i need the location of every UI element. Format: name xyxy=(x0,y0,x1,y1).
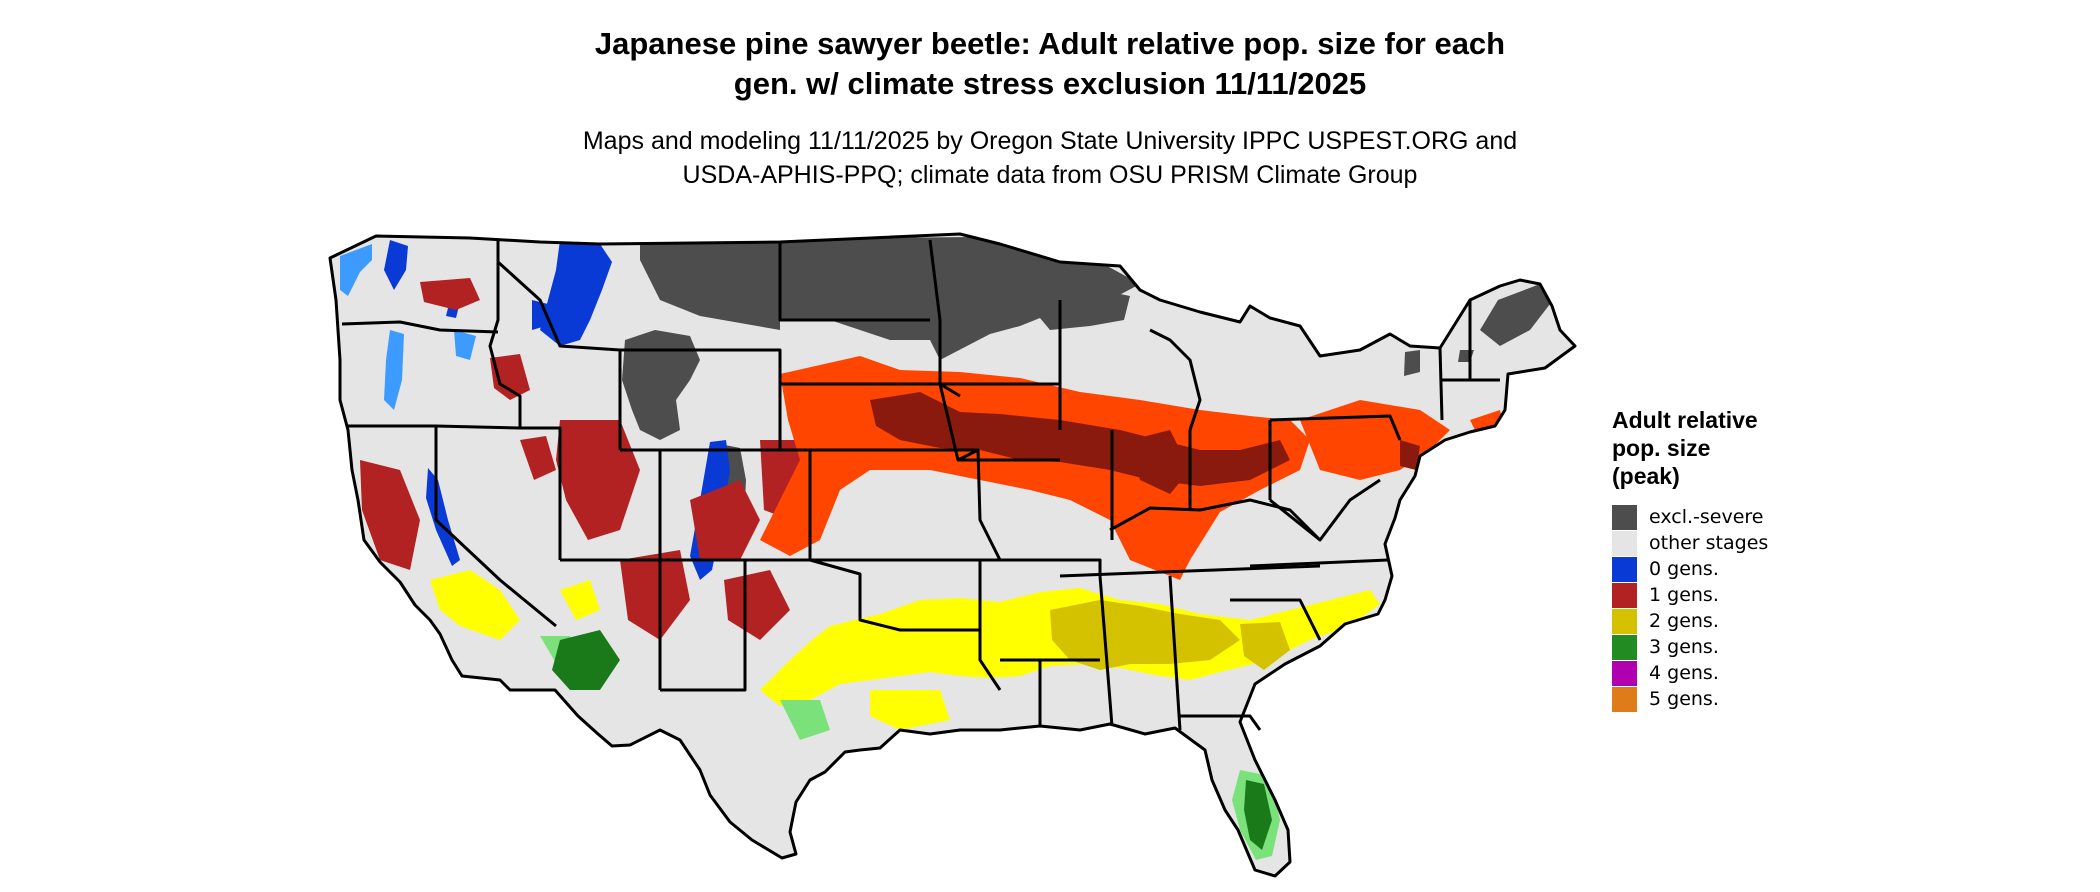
border-wy xyxy=(620,348,782,452)
legend-item-4-gens: 4 gens. xyxy=(1612,660,1768,686)
border-pa-ny xyxy=(1269,414,1402,441)
legend-label: 1 gens. xyxy=(1649,584,1719,606)
map-regions xyxy=(340,236,1550,860)
border-ny-ne xyxy=(1438,347,1444,421)
legend-label: 4 gens. xyxy=(1649,662,1719,684)
border-ia-ne xyxy=(938,383,1002,561)
one-gen-dark-regions xyxy=(870,392,1420,494)
border-id-west xyxy=(488,240,522,428)
legend-item-excl-severe: excl.-severe xyxy=(1612,504,1768,530)
legend-title-line-2: pop. size xyxy=(1612,435,1711,461)
legend-item-other-stages: other stages xyxy=(1612,530,1768,556)
us-outline xyxy=(328,232,1577,878)
border-nd-sd xyxy=(778,242,930,322)
border-va-nc xyxy=(1249,558,1389,568)
legend-label: 2 gens. xyxy=(1649,610,1719,632)
zero-gen-light-regions xyxy=(340,244,476,410)
legend-swatch xyxy=(1612,504,1637,530)
border-mo-ar xyxy=(980,558,1102,576)
border-nm-tx xyxy=(660,560,747,692)
border-ga-sc xyxy=(1230,598,1322,641)
legend: Adult relative pop. size (peak) excl.-se… xyxy=(1612,406,1768,712)
legend-label: 5 gens. xyxy=(1649,688,1719,710)
border-ca-nv xyxy=(434,426,557,628)
border-wv-va xyxy=(1269,478,1381,542)
border-ok-ar xyxy=(978,560,1002,691)
map-subtitle-line-2: USDA-APHIS-PPQ; climate data from OSU PR… xyxy=(682,161,1418,189)
legend-title-line-1: Adult relative xyxy=(1612,407,1758,433)
map-title-line-1: Japanese pine sawyer beetle: Adult relat… xyxy=(594,26,1506,61)
border-ms-al xyxy=(1098,575,1114,727)
legend-swatch xyxy=(1612,660,1637,686)
legend-swatch xyxy=(1612,608,1637,634)
border-nd-mn xyxy=(928,239,942,384)
legend-item-5-gens: 5 gens. xyxy=(1612,686,1768,712)
two-gen-regions xyxy=(1050,600,1290,670)
legend-swatch xyxy=(1612,556,1637,582)
legend-item-2-gens: 2 gens. xyxy=(1612,608,1768,634)
border-mt-south xyxy=(496,260,622,450)
border-ky-north xyxy=(1109,498,1322,542)
border-nv-ut xyxy=(520,426,562,560)
legend-item-1-gens: 1 gens. xyxy=(1612,582,1768,608)
state-borders xyxy=(328,232,1577,878)
legend-swatch xyxy=(1612,686,1637,712)
legend-swatch xyxy=(1612,582,1637,608)
border-tn-ky xyxy=(1059,564,1321,578)
legend-item-0-gens: 0 gens. xyxy=(1612,556,1768,582)
one-gen-regions xyxy=(360,278,810,640)
legend-item-3-gens: 3 gens. xyxy=(1612,634,1768,660)
border-ga-fl xyxy=(1180,714,1262,731)
legend-label: 3 gens. xyxy=(1649,636,1719,658)
legend-label: 0 gens. xyxy=(1649,558,1719,580)
legend-label: excl.-severe xyxy=(1649,506,1764,528)
border-tx-ok xyxy=(745,558,980,632)
map-title: Japanese pine sawyer beetle: Adult relat… xyxy=(0,24,2100,104)
map-subtitle: Maps and modeling 11/11/2025 by Oregon S… xyxy=(0,124,2100,192)
border-al-ga xyxy=(1168,575,1182,731)
border-mi-lp xyxy=(1149,328,1202,431)
legend-label: other stages xyxy=(1649,532,1769,554)
map-subtitle-line-1: Maps and modeling 11/11/2025 by Oregon S… xyxy=(582,127,1518,155)
map-title-line-2: gen. w/ climate stress exclusion 11/11/2… xyxy=(733,66,1367,101)
us-map xyxy=(328,232,1577,878)
legend-title: Adult relative pop. size (peak) xyxy=(1612,406,1768,490)
border-wa-or xyxy=(341,320,499,334)
legend-swatch xyxy=(1612,530,1637,556)
border-new-england xyxy=(1442,300,1500,382)
legend-title-line-3: (peak) xyxy=(1612,463,1680,489)
legend-swatch xyxy=(1612,634,1637,660)
